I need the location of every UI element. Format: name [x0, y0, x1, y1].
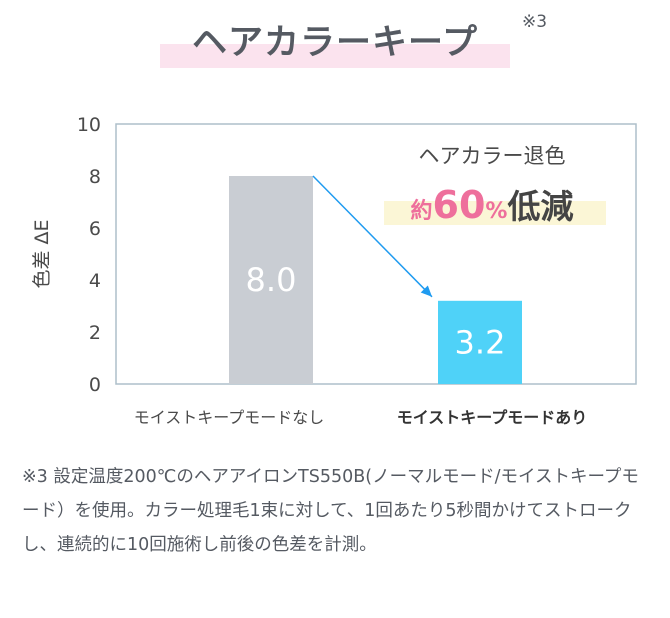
annotation-number: 60 [433, 183, 486, 227]
page-title: ヘアカラーキープ [192, 23, 478, 63]
trend-arrow-head [420, 285, 432, 297]
title-block: ヘアカラーキープ ※3 [0, 0, 670, 80]
annotation-highlight [384, 201, 606, 225]
y-axis-label: 色差 ΔE [31, 219, 53, 288]
x-category-label: モイストキープモードなし [134, 408, 325, 427]
bar-2 [438, 300, 522, 384]
plot-frame [115, 123, 637, 385]
annotation-line2: 約60%低減 [411, 183, 574, 227]
y-tick-label: 10 [77, 114, 101, 136]
trend-arrow-line [312, 175, 433, 298]
title-note-mark: ※3 [522, 12, 548, 32]
title-highlight [160, 44, 510, 68]
bar-1 [229, 176, 313, 384]
footnote: ※3 設定温度200℃のヘアアイロンTS550B(ノーマルモード/モイストキープ… [22, 467, 639, 555]
y-tick-label: 8 [89, 166, 101, 188]
annotation-unit: % [485, 199, 507, 224]
bar-value-label: 3.2 [455, 323, 506, 361]
y-tick-label: 4 [89, 270, 101, 292]
y-tick-label: 6 [89, 218, 101, 240]
y-tick-label: 2 [89, 322, 101, 344]
y-tick-label: 0 [89, 374, 101, 396]
annotation-line1: ヘアカラー退色 [419, 144, 566, 168]
annotation-suffix: 低減 [507, 187, 573, 226]
annotation-prefix: 約 [411, 198, 433, 224]
bar-value-label: 8.0 [246, 261, 297, 299]
bar-chart: 0 2 4 6 8 10 色差 ΔE 8.0 モイストキープモードなし 3.2 モイストキープモード… [31, 114, 637, 427]
x-category-label: モイストキープモードあり [397, 408, 588, 427]
